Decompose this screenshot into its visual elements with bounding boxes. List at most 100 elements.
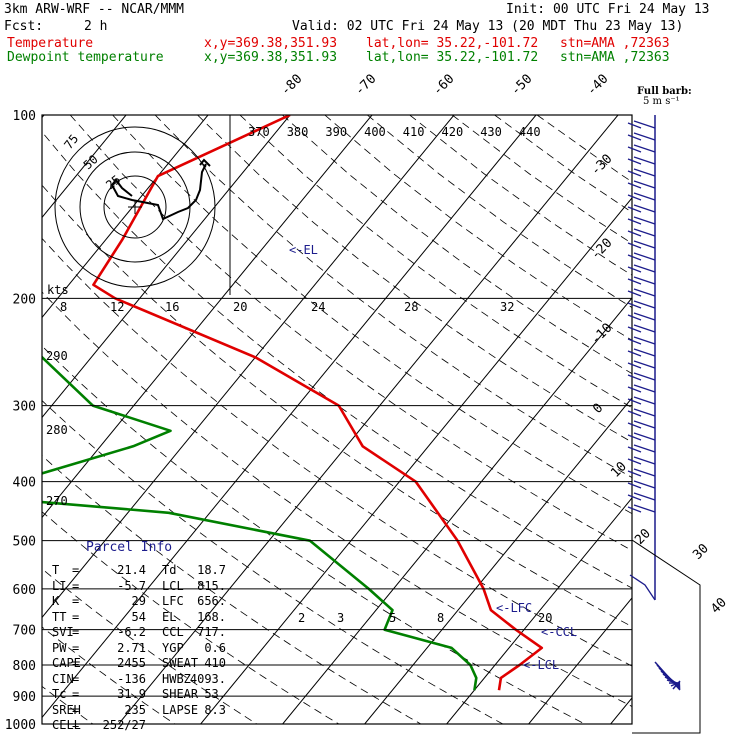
hodograph-ring-label: 75 xyxy=(61,132,81,152)
parcel-info-key: CELL xyxy=(52,718,81,732)
pressure-tick-label: 800 xyxy=(13,659,36,674)
isotherm-line xyxy=(528,597,632,724)
parcel-info-value: 815. xyxy=(197,578,226,593)
wind-barb xyxy=(633,324,656,333)
wind-barb xyxy=(627,506,642,513)
dry-adiabat-line xyxy=(154,115,632,479)
parcel-info-equals: = xyxy=(72,640,80,655)
theta-tick-label: 400 xyxy=(364,125,386,139)
wind-barb xyxy=(627,146,642,153)
parcel-info-value: 53. xyxy=(204,687,226,701)
wind-barb xyxy=(633,420,656,429)
wind-barb-cluster xyxy=(672,680,681,690)
wind-barb xyxy=(627,446,642,453)
temperature-tick-label: -50 xyxy=(508,72,535,99)
wind-barb xyxy=(633,408,656,417)
dry-adiabat-line xyxy=(42,237,632,667)
wind-barb xyxy=(627,314,642,321)
hodograph-trace xyxy=(110,163,207,221)
wind-barb xyxy=(633,468,656,477)
parcel-info-value: 21.4 xyxy=(117,563,146,577)
wind-barb xyxy=(627,422,642,429)
parcel-info-key: CCL xyxy=(162,625,184,639)
temperature-tick-label: -10 xyxy=(588,321,615,348)
parcel-info-key: Td xyxy=(162,563,177,577)
parcel-info-key: SREH xyxy=(52,702,81,717)
theta-tick-label: 440 xyxy=(519,125,541,139)
theta-tick-label: 410 xyxy=(403,125,425,139)
parcel-info-value: 410 xyxy=(204,656,226,670)
dry-adiabat-line xyxy=(42,626,176,724)
isotherm-line xyxy=(610,697,632,724)
wind-barb xyxy=(627,386,642,393)
pressure-tick-label: 200 xyxy=(13,292,36,307)
wind-barb xyxy=(627,134,642,141)
lcl-marker: <-LCL xyxy=(523,658,559,672)
lower-panel-outline xyxy=(631,539,701,734)
parcel-info-value: 0.6 xyxy=(204,640,226,655)
parcel-info-key: T xyxy=(52,563,60,577)
parcel-info-value: 717. xyxy=(197,625,226,639)
theta-e-tick-label: 32 xyxy=(500,300,514,314)
wind-barb xyxy=(633,180,656,189)
plot-frame xyxy=(41,114,633,725)
theta-tick-label: 390 xyxy=(325,125,347,139)
parcel-info-key: EL xyxy=(162,609,177,624)
pressure-tick-label: 900 xyxy=(13,690,36,705)
theta-e-tick-label: 20 xyxy=(233,300,247,314)
wind-barb xyxy=(633,120,656,129)
wind-barb xyxy=(633,276,656,285)
parcel-info-equals: = xyxy=(72,671,80,686)
wind-barb xyxy=(633,432,656,441)
dry-adiabat-line xyxy=(197,115,632,443)
wind-barb xyxy=(633,456,656,465)
dry-adiabat-line xyxy=(42,568,258,724)
theta-e-tick-label: 24 xyxy=(311,300,325,314)
grid-layer xyxy=(42,115,632,724)
temperature-tick-label: 10 xyxy=(608,459,630,481)
wind-barb xyxy=(633,360,656,369)
left-theta-tick-label: 290 xyxy=(46,349,68,363)
parcel-info-key: YGP xyxy=(162,640,184,655)
parcel-info-equals: = xyxy=(72,687,80,701)
pressure-tick-label: 300 xyxy=(13,400,36,415)
temperature-legend-label: Temperature xyxy=(7,36,94,51)
wind-barb xyxy=(627,434,642,441)
wind-barb xyxy=(627,182,642,189)
temperature-tick-label: 0 xyxy=(590,401,606,417)
wind-barb xyxy=(633,168,656,177)
theta-tick-label: 380 xyxy=(287,125,309,139)
parcel-info-value: 168. xyxy=(197,609,226,624)
wind-barb xyxy=(633,336,656,345)
pressure-tick-label: 100 xyxy=(13,109,36,124)
dry-adiabat-line xyxy=(42,291,632,707)
dry-adiabat-line xyxy=(42,184,632,628)
wind-barb xyxy=(627,398,642,405)
parcel-info-key: K xyxy=(52,594,60,608)
dry-adiabat-line xyxy=(112,115,632,515)
isotherm-line xyxy=(364,397,632,724)
wind-barb xyxy=(627,278,642,285)
parcel-info-key: HWBZ xyxy=(162,671,191,686)
parcel-info-value: 18.7 xyxy=(197,563,226,577)
dry-adiabat-line xyxy=(42,399,503,724)
el-marker: <-EL xyxy=(289,243,318,257)
dewpoint-station: stn=AMA ,72363 xyxy=(560,50,670,65)
dry-adiabat-line xyxy=(239,115,632,409)
dry-adiabat-line xyxy=(69,115,632,551)
parcel-info-value: 235 xyxy=(124,702,146,717)
theta-tick-label: 370 xyxy=(248,125,270,139)
pressure-tick-label: 700 xyxy=(13,624,36,639)
theta-e-tick-label: 16 xyxy=(165,300,179,314)
wind-barb xyxy=(627,254,642,261)
parcel-info-key: PW xyxy=(52,640,67,655)
wind-barb xyxy=(627,194,642,201)
wind-barb xyxy=(627,170,642,177)
dewpoint-xy: x,y=369.38,351.93 xyxy=(204,50,338,65)
wind-barb xyxy=(633,372,656,381)
theta-tick-label: 420 xyxy=(442,125,464,139)
fcst-value: 2 h xyxy=(84,19,108,34)
mixing-ratio-tick-label: 3 xyxy=(337,611,344,625)
